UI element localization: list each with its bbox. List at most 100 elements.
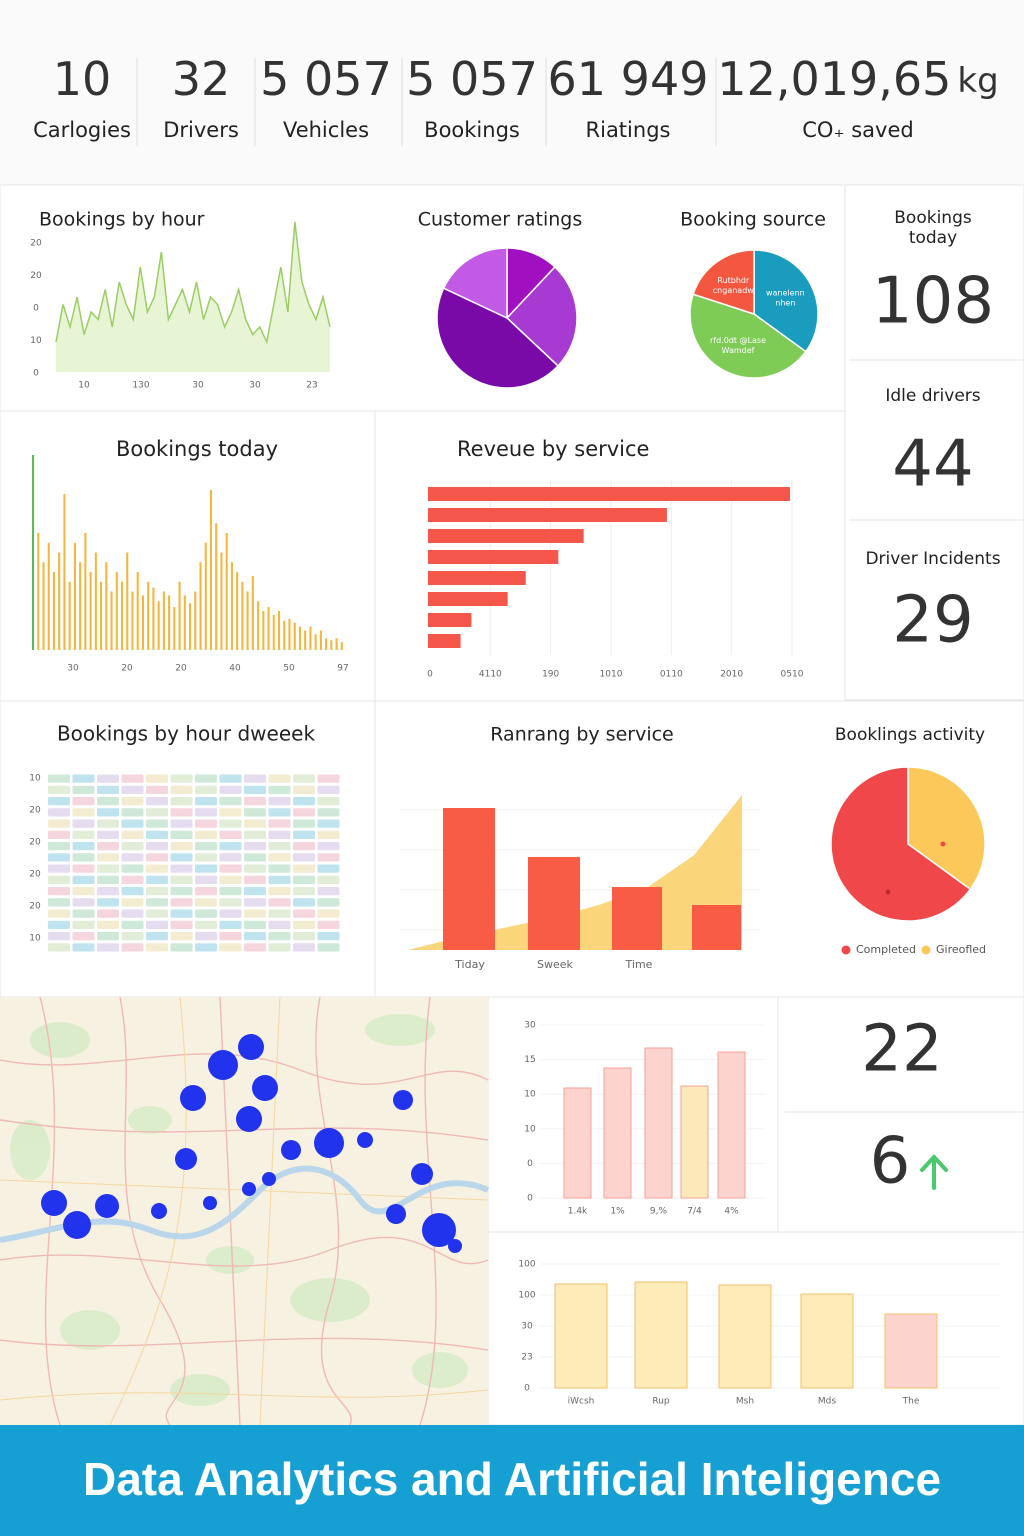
heat-cell <box>121 774 144 783</box>
map-point <box>41 1190 67 1216</box>
bar <box>428 571 526 585</box>
bar <box>293 622 296 650</box>
slice-label: wanelenn <box>766 289 805 298</box>
heat-cell <box>293 932 315 941</box>
heat-cell <box>244 920 266 929</box>
heat-cell <box>146 842 168 851</box>
heat-cell <box>97 830 119 839</box>
heat-cell <box>219 853 242 862</box>
heat-cell <box>72 920 95 929</box>
heat-cell <box>72 830 95 839</box>
legend-label: Completed <box>856 943 916 956</box>
heat-cell <box>48 875 70 884</box>
kpi-value: 22 <box>861 1013 942 1087</box>
heat-cell <box>195 909 217 918</box>
bar <box>183 595 186 650</box>
bar <box>209 490 213 650</box>
heat-cell <box>48 887 70 896</box>
heat-cell <box>244 785 266 794</box>
bar <box>94 552 97 650</box>
kpi-unit: kg <box>957 61 998 101</box>
kpi-value: 6 <box>870 1125 911 1199</box>
heat-cell <box>170 875 193 884</box>
x-tick-label: Tiday <box>454 958 485 971</box>
legend-label: Gireofled <box>936 943 986 956</box>
heat-cell <box>317 830 340 839</box>
heat-cell <box>317 943 340 952</box>
bar <box>428 613 472 627</box>
heat-cell <box>293 819 315 828</box>
heat-cell <box>146 875 168 884</box>
heat-cell <box>48 774 70 783</box>
heat-cell <box>317 887 340 896</box>
heat-cell <box>268 842 291 851</box>
x-tick-label: 50 <box>283 664 295 674</box>
heat-cell <box>97 920 119 929</box>
x-tick-label: Msh <box>736 1397 754 1407</box>
heat-cell <box>244 943 266 952</box>
bar <box>304 630 307 650</box>
heat-cell <box>293 774 315 783</box>
bar <box>428 508 667 522</box>
heat-cell <box>170 920 193 929</box>
x-tick-label: The <box>902 1397 920 1407</box>
heat-cell <box>48 819 70 828</box>
heat-cell <box>317 864 340 873</box>
heat-cell <box>244 875 266 884</box>
heat-cell <box>244 864 266 873</box>
slice-label: cnganadw <box>713 286 755 295</box>
heat-cell <box>146 887 168 896</box>
bar <box>309 626 312 650</box>
heat-cell <box>121 943 144 952</box>
stat-label: Idle drivers <box>885 386 980 406</box>
heat-cell <box>293 909 315 918</box>
heat-cell <box>48 785 70 794</box>
bar <box>126 552 129 650</box>
heat-cell <box>195 887 217 896</box>
heat-cell <box>244 842 266 851</box>
x-tick-label: 30 <box>192 381 204 391</box>
stat-label: Driver Incidents <box>865 549 1000 569</box>
bar <box>528 857 580 950</box>
bar <box>267 607 270 650</box>
heat-cell <box>268 785 291 794</box>
heat-cell <box>317 797 340 806</box>
heat-cell <box>170 842 193 851</box>
y-tick-label: 30 <box>521 1322 533 1332</box>
y-tick-label: 30 <box>524 1021 536 1031</box>
heat-cell <box>146 920 168 929</box>
heat-cell <box>170 830 193 839</box>
heat-cell <box>121 808 144 817</box>
x-tick-label: 1.4k <box>568 1207 588 1217</box>
y-tick-label: 20 <box>30 239 42 249</box>
heat-cell <box>195 842 217 851</box>
bar <box>288 618 291 650</box>
heat-cell <box>97 864 119 873</box>
heat-cell <box>121 797 144 806</box>
x-tick-label: 1010 <box>600 670 623 680</box>
x-tick-label: Mds <box>818 1397 836 1407</box>
heat-cell <box>195 808 217 817</box>
panel <box>0 410 376 702</box>
bar <box>58 552 61 650</box>
heat-cell <box>219 785 242 794</box>
pie-slice <box>436 287 560 389</box>
panel-title: Bookings today <box>116 437 278 461</box>
heat-cell <box>293 830 315 839</box>
bar <box>563 1087 592 1199</box>
heat-cell <box>293 943 315 952</box>
y-tick-label: 20 <box>29 806 41 816</box>
heat-cell <box>72 864 95 873</box>
map-point <box>422 1213 456 1247</box>
bar <box>32 455 35 650</box>
heat-cell <box>195 932 217 941</box>
heat-cell <box>146 943 168 952</box>
kpi-label: CO₊ saved <box>802 118 913 142</box>
heat-cell <box>268 797 291 806</box>
map-point <box>236 1106 262 1132</box>
heat-cell <box>317 932 340 941</box>
bar <box>63 494 66 650</box>
heat-cell <box>48 797 70 806</box>
map-point <box>208 1050 238 1080</box>
kpi-number: 32 <box>172 52 231 106</box>
